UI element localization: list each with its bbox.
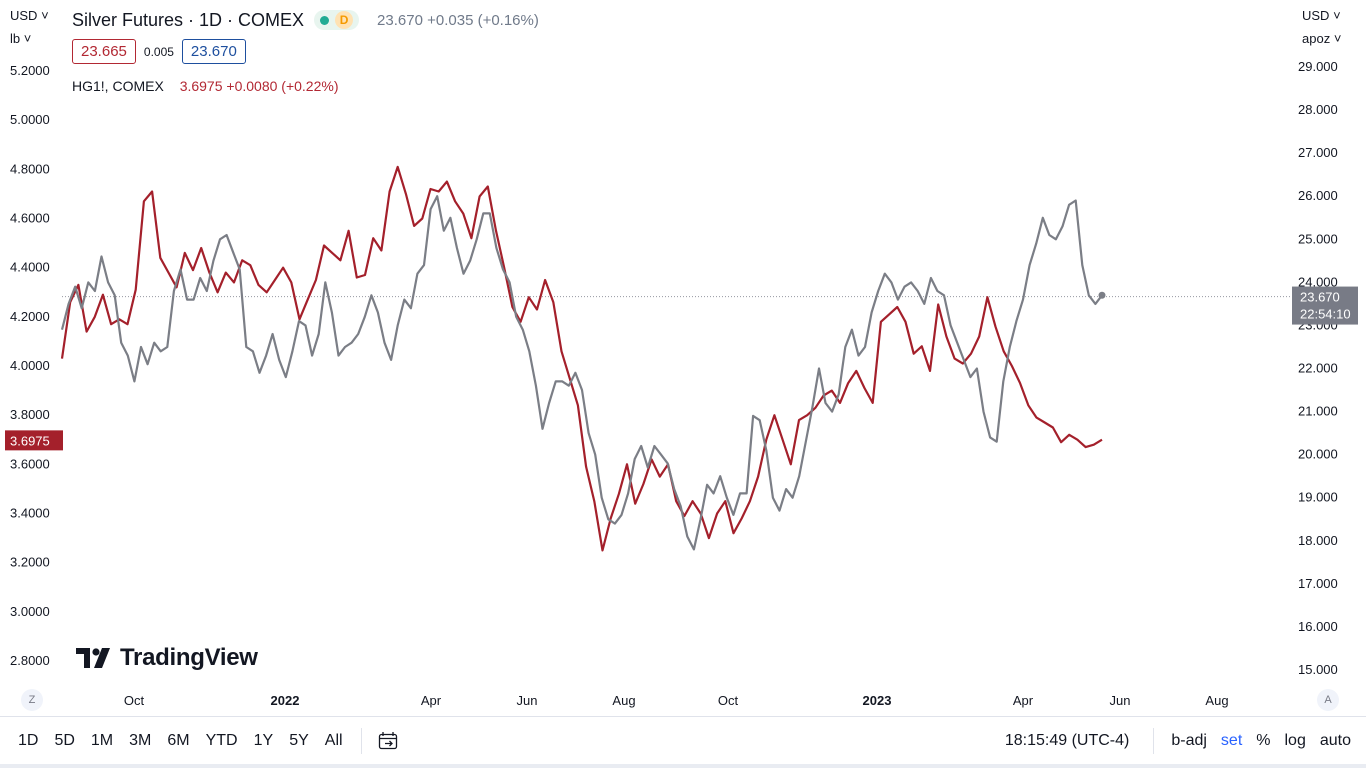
compare-legend[interactable]: HG1!, COMEX 3.6975 +0.0080 (+0.22%) [72, 78, 339, 94]
time-axis-label: Aug [612, 693, 635, 708]
left-axis-tick: 4.8000 [10, 161, 50, 176]
time-axis-label: Aug [1205, 693, 1228, 708]
logo-text: TradingView [120, 644, 258, 671]
right-axis-tick: 19.000 [1298, 490, 1338, 505]
right-axis-tick: 22.000 [1298, 361, 1338, 376]
left-axis-tick: 5.0000 [10, 112, 50, 127]
time-axis-label: Oct [124, 693, 145, 708]
left-axis-tick: 5.2000 [10, 63, 50, 78]
tradingview-logo-icon [76, 648, 110, 668]
silver-last-label: 23.670 [1300, 290, 1340, 305]
plot-area[interactable] [60, 165, 1290, 552]
chart-legend-header: Silver Futures · 1D · COMEX D 23.670 +0.… [72, 8, 539, 32]
range-5d-button[interactable]: 5D [54, 732, 75, 749]
chart-canvas[interactable]: 5.2000 5.0000 4.8000 4.6000 4.4000 4.2000 4.00… [0, 0, 1366, 716]
left-axis-tick: 4.0000 [10, 358, 50, 373]
tradingview-logo[interactable]: TradingView [76, 644, 258, 672]
toolbar-right-group: 18:15:49 (UTC-4) b-adj set % log auto [1005, 728, 1358, 754]
symbol-title[interactable]: Silver Futures · 1D · COMEX [72, 9, 305, 30]
left-axis-tick: 3.4000 [10, 506, 50, 521]
timezone-axis-button[interactable]: Z [21, 689, 43, 711]
toolbar-divider [360, 728, 362, 754]
auto-scale-toggle[interactable]: auto [1319, 732, 1351, 749]
left-axis-tick: 4.2000 [10, 309, 50, 324]
range-3m-button[interactable]: 3M [129, 732, 152, 749]
range-6m-button[interactable]: 6M [167, 732, 190, 749]
last-value-labels: 3.6975 23.670 22:54:10 [5, 286, 1358, 451]
buy-button[interactable]: 23.670 [181, 39, 246, 64]
left-price-axis[interactable]: 5.2000 5.0000 4.8000 4.6000 4.4000 4.2000 4.00… [10, 63, 50, 668]
right-axis-tick: 25.000 [1298, 231, 1338, 246]
range-5y-button[interactable]: 5Y [289, 732, 309, 749]
right-currency-selector[interactable]: USD ˅ [1302, 8, 1341, 23]
quote-panel: 23.665 0.005 23.670 [72, 39, 246, 64]
range-all-button[interactable]: All [324, 732, 343, 749]
copper-last-label-bg [5, 430, 63, 451]
auto-scale-button[interactable]: A [1317, 689, 1339, 711]
delayed-data-badge: D [335, 11, 354, 29]
time-axis-label: Apr [1013, 693, 1034, 708]
left-axis-tick: 2.8000 [10, 653, 50, 668]
right-axis-tick: 29.000 [1298, 59, 1338, 74]
left-axis-tick: 4.6000 [10, 211, 50, 226]
sell-button[interactable]: 23.665 [72, 39, 136, 64]
right-axis-tick: 17.000 [1298, 576, 1338, 591]
compare-value: 3.6975 [179, 78, 223, 94]
session-toggle[interactable]: set [1220, 732, 1243, 749]
left-axis-tick: 3.6000 [10, 456, 50, 471]
right-axis-tick: 16.000 [1298, 619, 1338, 634]
copper-series-line[interactable] [60, 165, 1103, 552]
time-axis[interactable]: Oct 2022 Apr Jun Aug Oct 2023 Apr Jun Aug [124, 693, 1229, 708]
right-axis-tick: 20.000 [1298, 447, 1338, 462]
copper-last-label: 3.6975 [10, 433, 50, 448]
market-open-dot-icon [320, 15, 330, 25]
right-axis-tick: 21.000 [1298, 404, 1338, 419]
compare-symbol: HG1!, COMEX [72, 78, 164, 94]
bottom-strip [0, 764, 1366, 768]
silver-last-label-bg [1292, 286, 1358, 325]
range-1y-button[interactable]: 1Y [253, 732, 274, 749]
left-axis-tick: 3.8000 [10, 407, 50, 422]
spread-value: 0.005 [143, 44, 174, 59]
silver-series-line[interactable] [60, 195, 1103, 551]
time-axis-label: Jun [1110, 693, 1131, 708]
silver-last-point [1098, 291, 1106, 299]
header-change: +0.035 (+0.16%) [427, 11, 539, 29]
range-1m-button[interactable]: 1M [90, 732, 114, 749]
toolbar-divider-right [1153, 728, 1155, 754]
range-1d-button[interactable]: 1D [18, 732, 39, 749]
bottom-toolbar: 1D 5D 1M 3M 6M YTD 1Y 5Y All 18:15:49 (U… [0, 716, 1366, 765]
go-to-date-icon[interactable] [372, 731, 406, 751]
range-ytd-button[interactable]: YTD [205, 732, 238, 749]
back-adjust-toggle[interactable]: b-adj [1171, 732, 1207, 749]
time-axis-label: Oct [718, 693, 739, 708]
right-unit-selector[interactable]: apoz ˅ [1302, 31, 1342, 46]
right-axis-tick: 15.000 [1298, 662, 1338, 677]
market-status-pill[interactable]: D [314, 10, 360, 30]
right-price-axis[interactable]: 29.00028.00027.00026.00025.00024.00023.0… [1298, 59, 1338, 677]
left-axis-tick: 4.4000 [10, 260, 50, 275]
log-scale-toggle[interactable]: log [1284, 732, 1306, 749]
header-last-price: 23.670 [377, 11, 423, 29]
right-axis-tick: 28.000 [1298, 102, 1338, 117]
time-axis-label: 2023 [863, 693, 892, 708]
header-price: 23.670 +0.035 (+0.16%) [377, 12, 539, 29]
bar-countdown: 22:54:10 [1300, 307, 1351, 322]
right-axis-tick: 24.000 [1298, 274, 1338, 289]
left-axis-tick: 3.2000 [10, 555, 50, 570]
left-unit-selector[interactable]: lb ˅ [10, 31, 32, 46]
clock-timezone[interactable]: 18:15:49 (UTC-4) [1004, 732, 1130, 749]
percent-scale-toggle[interactable]: % [1256, 732, 1271, 749]
right-axis-tick: 27.000 [1298, 145, 1338, 160]
right-axis-tick: 26.000 [1298, 188, 1338, 203]
left-axis-tick: 3.0000 [10, 604, 50, 619]
right-axis-tick: 18.000 [1298, 533, 1338, 548]
calendar-arrow-icon [378, 732, 397, 750]
time-axis-label: Jun [517, 693, 538, 708]
compare-change: +0.0080 (+0.22%) [226, 78, 339, 94]
time-axis-label: 2022 [271, 693, 300, 708]
left-currency-selector[interactable]: USD ˅ [10, 8, 49, 23]
time-axis-label: Apr [421, 693, 442, 708]
